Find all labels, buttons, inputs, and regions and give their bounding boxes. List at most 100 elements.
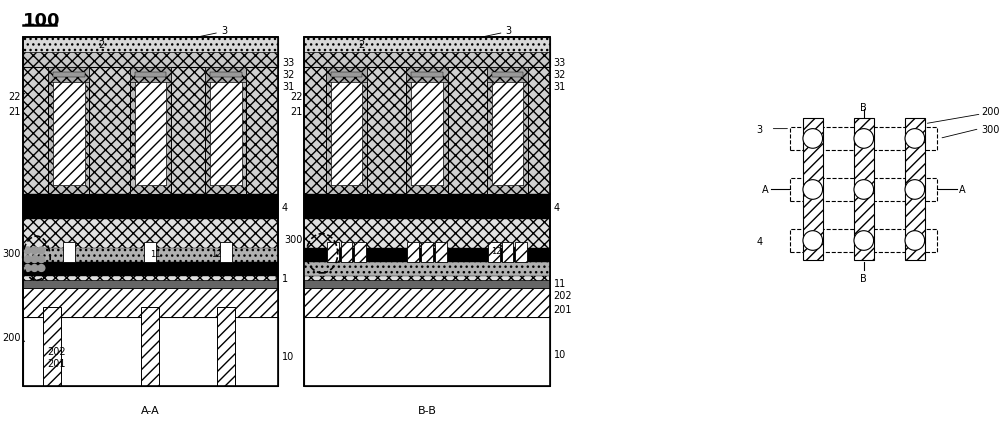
Text: 22: 22 (290, 92, 302, 102)
Bar (304, 257, 550, 276)
Bar (63, 243, 75, 262)
Bar (144, 243, 156, 262)
Bar (23, 195, 278, 219)
Bar (304, 317, 550, 386)
Bar (331, 73, 362, 185)
Circle shape (38, 265, 45, 272)
Bar (23, 38, 278, 386)
Bar (435, 243, 447, 262)
Bar (205, 68, 246, 82)
Text: 201: 201 (554, 304, 572, 314)
Circle shape (24, 265, 31, 272)
Bar (23, 38, 278, 386)
Circle shape (854, 129, 874, 149)
Bar (331, 73, 362, 185)
Text: 32: 32 (282, 70, 294, 80)
Bar (53, 73, 85, 77)
Text: 31: 31 (282, 82, 294, 92)
Bar (803, 119, 823, 261)
Bar (905, 119, 925, 261)
Circle shape (38, 247, 45, 254)
Text: 2: 2 (358, 40, 365, 50)
Circle shape (905, 180, 925, 200)
Text: 12: 12 (491, 246, 501, 255)
Text: 21: 21 (8, 107, 21, 117)
Bar (23, 262, 278, 276)
Text: 201: 201 (47, 358, 66, 369)
Text: 20: 20 (417, 200, 428, 209)
Bar (210, 73, 242, 185)
Text: A-A: A-A (141, 405, 160, 415)
Bar (326, 68, 367, 82)
Text: A: A (959, 185, 966, 195)
Text: 300: 300 (2, 249, 21, 259)
Text: 1: 1 (282, 273, 288, 283)
Bar (23, 38, 278, 53)
Bar (130, 68, 171, 82)
Text: 4: 4 (282, 203, 288, 213)
Bar (790, 229, 937, 253)
Bar (304, 249, 550, 262)
Bar (487, 68, 528, 195)
Bar (53, 73, 85, 185)
Bar (23, 288, 278, 317)
Bar (23, 38, 278, 195)
Bar (48, 68, 89, 195)
Text: 10: 10 (282, 351, 294, 362)
Bar (205, 68, 246, 195)
Bar (331, 73, 362, 77)
Circle shape (31, 265, 38, 272)
Text: 33: 33 (282, 58, 294, 68)
Circle shape (905, 231, 925, 251)
Bar (406, 68, 448, 82)
Text: 202: 202 (47, 347, 66, 356)
Text: A: A (762, 185, 769, 195)
Bar (130, 68, 171, 195)
Bar (406, 68, 448, 195)
Bar (304, 38, 550, 386)
Text: 300: 300 (284, 234, 302, 244)
Bar (488, 243, 500, 262)
Bar (304, 195, 550, 219)
Text: 11: 11 (554, 278, 566, 288)
Text: 33: 33 (554, 58, 566, 68)
Text: 300: 300 (982, 124, 1000, 134)
Bar (304, 38, 550, 68)
Text: 10: 10 (554, 350, 566, 359)
Bar (135, 73, 166, 185)
Bar (411, 73, 443, 77)
Bar (341, 243, 352, 262)
Bar (354, 243, 366, 262)
Bar (492, 73, 523, 185)
Text: 3: 3 (221, 26, 227, 37)
Bar (411, 73, 443, 185)
Text: 12: 12 (211, 249, 222, 258)
Bar (421, 243, 433, 262)
Text: 11: 11 (150, 249, 161, 258)
Bar (23, 317, 278, 386)
Circle shape (854, 180, 874, 200)
Text: 32: 32 (554, 70, 566, 80)
Bar (135, 73, 166, 185)
Bar (23, 38, 278, 68)
Bar (790, 127, 937, 151)
Circle shape (24, 256, 31, 263)
Bar (515, 243, 527, 262)
Circle shape (24, 247, 31, 254)
Text: B: B (860, 273, 867, 283)
Bar (492, 73, 523, 185)
Circle shape (803, 180, 823, 200)
Bar (304, 38, 550, 195)
Text: 2: 2 (98, 40, 105, 50)
Bar (854, 119, 874, 261)
Text: 31: 31 (554, 82, 566, 92)
Bar (217, 307, 235, 386)
Circle shape (803, 129, 823, 149)
Circle shape (31, 247, 38, 254)
Bar (304, 38, 550, 53)
Text: 20: 20 (145, 200, 156, 209)
Text: 200: 200 (982, 107, 1000, 117)
Bar (326, 68, 367, 195)
Circle shape (38, 256, 45, 263)
Text: B: B (860, 103, 867, 113)
